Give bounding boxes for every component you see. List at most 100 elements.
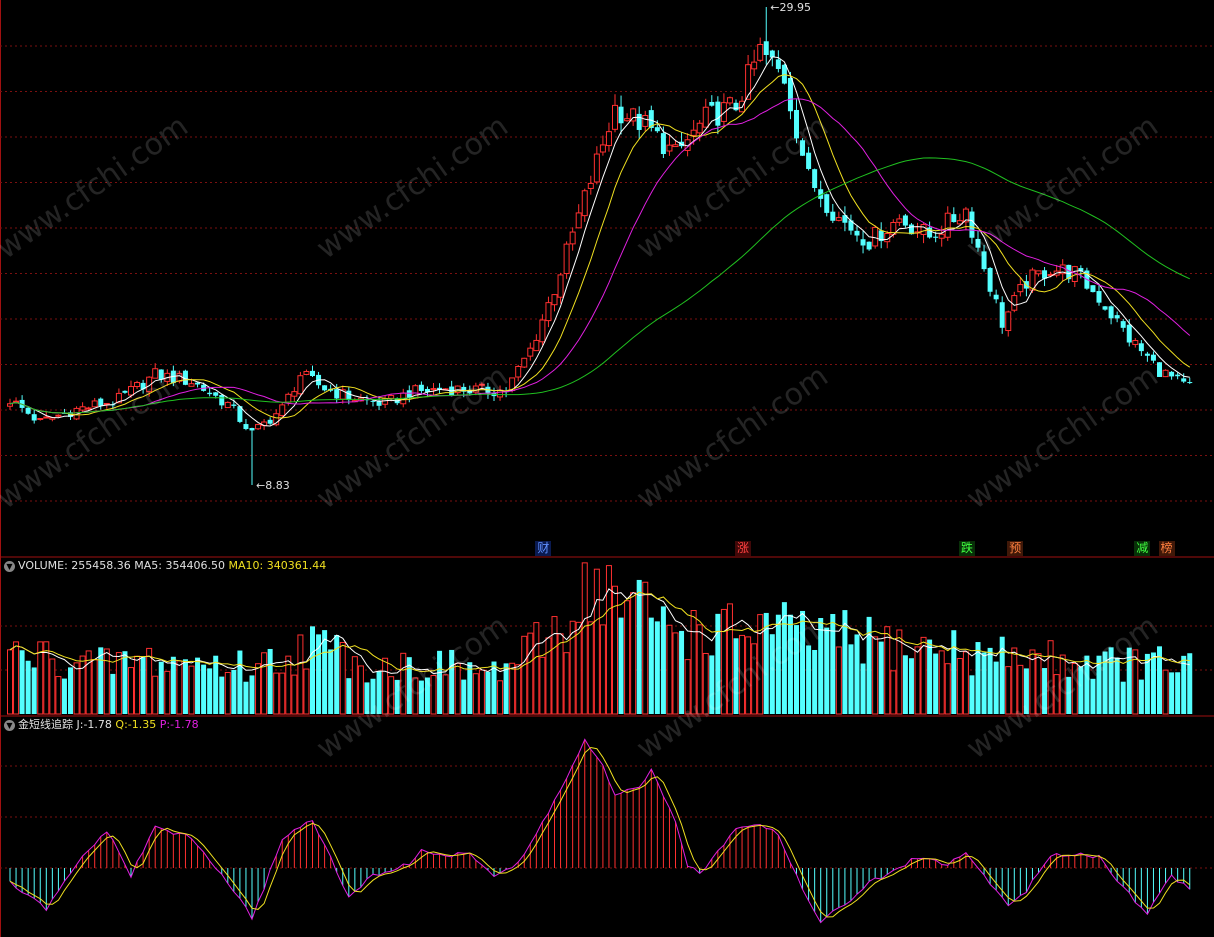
- candle: [618, 106, 624, 124]
- candle: [437, 387, 443, 390]
- volume-bar: [563, 652, 570, 715]
- volume-bar: [1035, 653, 1042, 715]
- candle: [31, 414, 37, 421]
- event-marker[interactable]: 预: [1007, 541, 1024, 556]
- candle: [860, 239, 866, 246]
- event-marker[interactable]: 财: [535, 541, 552, 556]
- candle: [787, 78, 793, 112]
- volume-bar: [1157, 646, 1162, 714]
- volume-bar: [146, 647, 153, 715]
- volume-bar: [91, 659, 98, 715]
- candle: [551, 294, 558, 306]
- candle: [872, 226, 879, 247]
- collapse-icon[interactable]: ▼: [4, 560, 15, 572]
- volume-bar: [890, 670, 897, 715]
- volume-bar: [31, 667, 37, 714]
- collapse-icon[interactable]: ▼: [4, 719, 15, 731]
- vol-ma5-value: 354406.50: [165, 559, 226, 572]
- volume-bar: [757, 614, 764, 715]
- volume-bar: [382, 657, 389, 715]
- candle: [599, 144, 606, 153]
- candle: [563, 243, 570, 275]
- volume-bar: [581, 562, 588, 715]
- volume-bar: [624, 600, 631, 715]
- candle: [1132, 340, 1139, 345]
- candle: [769, 50, 775, 58]
- candle: [944, 212, 951, 238]
- indicator-q-label: Q:: [115, 718, 128, 731]
- volume-bar: [551, 616, 558, 715]
- volume-bar: [110, 673, 116, 714]
- volume-bar: [237, 650, 243, 714]
- volume-bar: [328, 649, 334, 714]
- event-marker[interactable]: 榜: [1158, 541, 1175, 556]
- candle: [1162, 369, 1169, 378]
- candle: [830, 211, 836, 221]
- candle: [406, 390, 412, 399]
- candle: [908, 224, 914, 235]
- volume-bar: [201, 664, 207, 714]
- volume-bar: [690, 610, 697, 715]
- volume-bar: [975, 642, 981, 714]
- volume-bar: [769, 634, 775, 714]
- price-panel[interactable]: ←29.95 ←8.83: [7, 1, 1193, 492]
- volume-bar: [430, 674, 437, 715]
- volume-bar: [751, 643, 758, 715]
- candle: [824, 194, 830, 213]
- volume-bar: [599, 624, 606, 715]
- volume-bar: [364, 682, 370, 714]
- volume-bar: [981, 652, 987, 714]
- low-price-label: ←8.83: [256, 479, 290, 492]
- candle: [237, 406, 243, 422]
- candle: [672, 144, 679, 148]
- volume-bar: [1175, 672, 1181, 714]
- candle: [55, 414, 62, 417]
- volume-bar: [527, 632, 534, 715]
- volume-bar: [49, 658, 56, 715]
- candle: [726, 97, 733, 104]
- volume-bar: [908, 658, 914, 714]
- ma20-line: [9, 98, 1191, 414]
- candle: [757, 43, 764, 61]
- event-marker[interactable]: 涨: [735, 541, 752, 556]
- volume-bar: [273, 672, 280, 715]
- indicator-panel[interactable]: [9, 738, 1191, 924]
- candle: [927, 227, 933, 238]
- volume-bar: [830, 613, 836, 714]
- candle: [702, 106, 709, 128]
- candle: [962, 208, 969, 223]
- volume-bar: [781, 602, 787, 714]
- volume-bar: [1059, 654, 1066, 715]
- volume-bar: [412, 677, 419, 715]
- ma60-line: [9, 157, 1191, 414]
- volume-bar: [334, 635, 340, 714]
- candle: [478, 383, 485, 386]
- candle: [854, 230, 860, 236]
- candle: [273, 413, 280, 426]
- candle: [213, 392, 219, 396]
- volume-bar: [720, 608, 727, 715]
- volume-bar: [61, 678, 67, 714]
- event-marker[interactable]: 减: [1134, 541, 1151, 556]
- volume-bar: [702, 652, 709, 715]
- volume-bar: [1120, 681, 1126, 714]
- volume-panel[interactable]: [7, 562, 1193, 715]
- candle: [1035, 270, 1042, 275]
- volume-bar: [951, 630, 957, 714]
- event-marker[interactable]: 跌: [958, 541, 975, 556]
- volume-bar: [219, 676, 225, 714]
- candle: [981, 251, 987, 270]
- candle: [751, 61, 758, 70]
- vol-ma10-line: [9, 591, 1190, 673]
- candle: [91, 400, 98, 408]
- candle: [956, 220, 963, 225]
- candle: [388, 395, 395, 399]
- candle: [418, 384, 424, 391]
- volume-bar: [339, 641, 346, 715]
- candle: [1017, 284, 1024, 293]
- volume-bar: [575, 621, 582, 715]
- volume-bar: [406, 657, 412, 714]
- volume-bar: [279, 672, 286, 715]
- candle: [43, 416, 50, 419]
